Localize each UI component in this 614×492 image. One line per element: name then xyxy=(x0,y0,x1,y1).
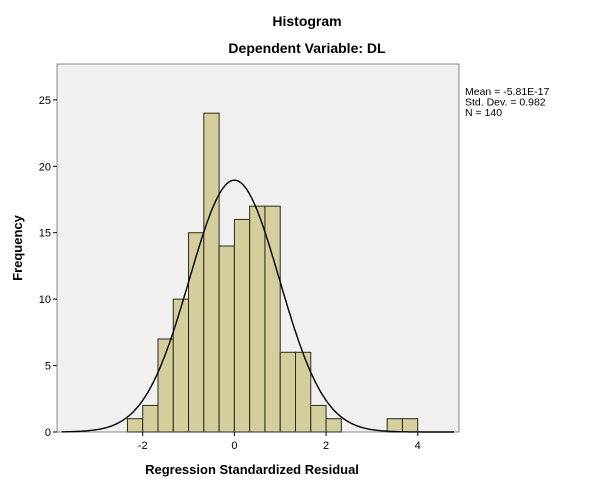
x-tick-label: 2 xyxy=(323,440,329,452)
histogram-bar xyxy=(401,418,419,433)
histogram-bar xyxy=(386,418,403,433)
histogram-bar xyxy=(142,404,159,433)
y-tick-label: 10 xyxy=(39,294,51,306)
y-tick-label: 15 xyxy=(39,228,51,240)
y-axis-label: Frequency xyxy=(10,214,25,281)
x-tick-label: 4 xyxy=(415,440,421,452)
histogram-bar xyxy=(218,245,235,433)
histogram-bar xyxy=(126,418,144,433)
y-tick-label: 5 xyxy=(45,361,51,373)
histogram-bar xyxy=(249,205,266,433)
histogram-bar xyxy=(294,351,312,433)
histogram-bar xyxy=(264,205,281,433)
histogram-bar xyxy=(279,351,296,433)
histogram-bar xyxy=(172,298,190,433)
stat-line: Mean = -5.81E-17 xyxy=(465,86,550,98)
y-tick-label: 0 xyxy=(45,427,51,439)
stat-line: N = 140 xyxy=(465,107,502,119)
histogram-bar xyxy=(325,418,342,433)
x-axis-label: Regression Standardized Residual xyxy=(145,462,359,477)
x-tick-label: 0 xyxy=(231,440,237,452)
y-tick-label: 20 xyxy=(39,161,51,173)
stat-line: Std. Dev. = 0.982 xyxy=(465,97,546,109)
x-tick-label: -2 xyxy=(138,440,148,452)
chart-title: Histogram xyxy=(272,13,341,29)
chart-subtitle: Dependent Variable: DL xyxy=(228,40,386,56)
histogram-bar xyxy=(233,218,251,433)
histogram-bar xyxy=(188,232,205,433)
y-tick-label: 25 xyxy=(39,95,51,107)
histogram-bar xyxy=(203,112,220,433)
normal-curve xyxy=(61,179,454,433)
histogram-bar xyxy=(310,404,327,433)
